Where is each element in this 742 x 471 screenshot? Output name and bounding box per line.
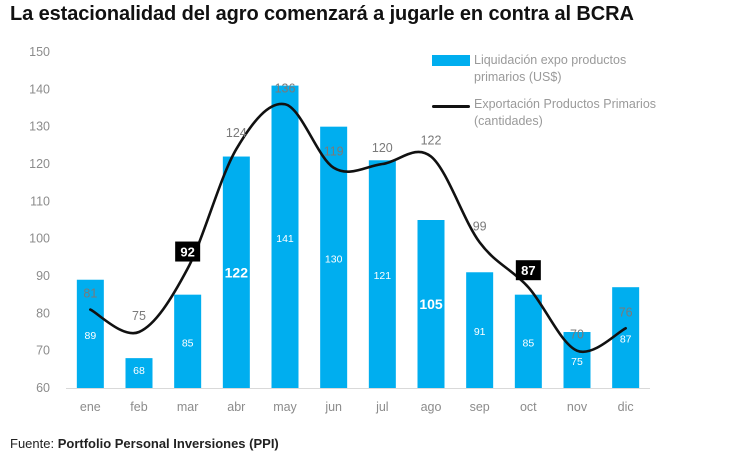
x-tick-label: abr xyxy=(227,400,245,414)
line-value-label: 70 xyxy=(570,328,584,342)
line-callout-box xyxy=(515,260,541,281)
x-tick-label: may xyxy=(273,400,297,414)
bar xyxy=(271,85,299,388)
bar-value-label: 141 xyxy=(276,233,294,245)
bar-value-label: 121 xyxy=(374,270,392,282)
bar xyxy=(125,358,153,388)
line-callout-label: 87 xyxy=(521,263,535,278)
x-tick-label: feb xyxy=(130,400,147,414)
bar xyxy=(368,160,396,388)
y-tick-label: 140 xyxy=(29,82,50,96)
source-note: Fuente: Portfolio Personal Inversiones (… xyxy=(10,436,279,451)
y-tick-label: 80 xyxy=(36,306,50,320)
line-value-label: 124 xyxy=(226,126,247,140)
legend-line-label: Exportación Productos Primarios (cantida… xyxy=(474,97,657,128)
bar-value-label: 122 xyxy=(225,264,249,280)
legend-bar-swatch xyxy=(432,55,470,66)
line-series xyxy=(89,102,627,354)
line-value-label: 120 xyxy=(372,141,393,155)
legend-line-swatch xyxy=(432,105,470,108)
bar xyxy=(514,294,542,388)
bar-value-label: 89 xyxy=(84,330,96,342)
bar-value-label: 75 xyxy=(571,356,583,368)
line-value-label: 122 xyxy=(421,134,442,148)
line-value-label: 136 xyxy=(275,81,296,95)
x-tick-label: oct xyxy=(520,400,537,414)
bar xyxy=(76,279,104,388)
x-tick-label: dic xyxy=(618,400,634,414)
bar xyxy=(466,272,494,388)
bar xyxy=(563,332,591,388)
y-tick-label: 100 xyxy=(29,232,50,246)
line-callout-label: 92 xyxy=(180,245,194,260)
y-tick-label: 120 xyxy=(29,157,50,171)
bar-value-label: 85 xyxy=(522,337,534,349)
x-tick-label: jul xyxy=(375,400,389,414)
x-tick-label: jun xyxy=(324,400,342,414)
x-tick-label: ago xyxy=(421,400,442,414)
bar-value-label: 68 xyxy=(133,365,145,377)
bar xyxy=(612,287,640,388)
bar xyxy=(222,156,250,388)
y-tick-label: 90 xyxy=(36,269,50,283)
line-value-label: 75 xyxy=(132,309,146,323)
legend-item-bars: Liquidación expo productos primarios (US… xyxy=(432,52,692,86)
bar-value-label: 87 xyxy=(620,334,632,346)
x-tick-label: sep xyxy=(470,400,490,414)
line-value-label: 81 xyxy=(83,287,97,301)
line-callout-box xyxy=(175,241,201,262)
y-tick-label: 60 xyxy=(36,381,50,395)
x-tick-label: nov xyxy=(567,400,588,414)
legend-bar-label: Liquidación expo productos primarios (US… xyxy=(474,53,627,84)
y-tick-label: 110 xyxy=(30,194,50,208)
line-value-label: 99 xyxy=(473,219,487,233)
legend-item-line: Exportación Productos Primarios (cantida… xyxy=(432,96,692,130)
chart-title: La estacionalidad del agro comenzará a j… xyxy=(10,3,634,25)
bar-value-label: 85 xyxy=(182,337,194,349)
y-tick-label: 130 xyxy=(29,120,50,134)
bar xyxy=(417,220,445,388)
legend: Liquidación expo productos primarios (US… xyxy=(432,52,692,140)
bar xyxy=(174,294,202,388)
x-tick-label: mar xyxy=(177,400,199,414)
bar-value-label: 105 xyxy=(419,296,443,312)
x-tick-label: ene xyxy=(80,400,101,414)
source-prefix: Fuente: xyxy=(10,436,58,451)
bar-value-label: 130 xyxy=(325,253,343,265)
line-value-label: 76 xyxy=(619,305,633,319)
source-name: Portfolio Personal Inversiones (PPI) xyxy=(57,436,279,451)
line-value-label: 119 xyxy=(324,145,344,159)
bar-value-label: 91 xyxy=(474,326,486,338)
y-tick-label: 70 xyxy=(36,344,50,358)
y-tick-label: 150 xyxy=(29,45,50,59)
